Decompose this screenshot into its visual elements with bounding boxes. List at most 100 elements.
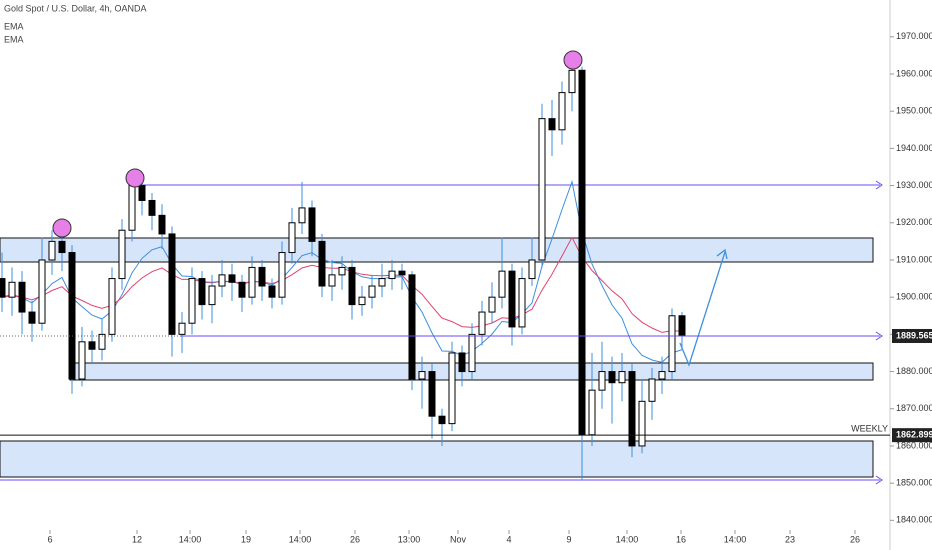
candle-body	[528, 259, 536, 280]
arrow-head	[716, 248, 728, 260]
arrow-head	[875, 180, 883, 190]
candle-body	[638, 400, 646, 447]
candle-body	[608, 371, 616, 384]
candle-body	[118, 229, 126, 280]
candle-body	[368, 285, 376, 298]
y-tick-label: 1870.000	[896, 403, 932, 413]
candle-body	[248, 266, 256, 298]
y-tick-label: 1950.000	[896, 106, 932, 116]
candle-body	[258, 266, 266, 287]
candle-body	[178, 322, 186, 335]
arrow-head	[875, 475, 883, 485]
peak-marker	[52, 218, 72, 238]
arrow-head	[875, 331, 883, 341]
candle-body	[448, 352, 456, 425]
legend-entry: EMA	[4, 34, 24, 44]
candle-body	[478, 311, 486, 335]
candle-body	[428, 371, 436, 417]
x-tick-label: 14:00	[724, 534, 747, 544]
price-tag	[892, 428, 932, 443]
candle-body	[298, 207, 306, 224]
x-tick-label: 19	[241, 534, 251, 544]
candle-body	[328, 274, 336, 287]
x-tick-label: 16	[676, 534, 686, 544]
candle-body	[128, 185, 136, 231]
candle-body	[28, 311, 36, 324]
level-label: WEEKLY	[851, 423, 888, 433]
candle-body	[488, 296, 496, 313]
candle-body	[658, 371, 666, 380]
x-tick-label: 12	[132, 534, 142, 544]
y-tick-label: 1930.000	[896, 180, 932, 190]
candle-body	[38, 259, 46, 324]
candle-body	[648, 378, 656, 402]
candle-body	[138, 185, 146, 201]
candle-body	[388, 270, 396, 280]
peak-marker	[563, 50, 583, 70]
x-tick-label: 13:00	[398, 534, 421, 544]
candle-body	[518, 278, 526, 328]
price-tag-label: 1889.565	[896, 330, 932, 340]
y-tick-label: 1850.000	[896, 478, 932, 488]
candle-body	[588, 389, 596, 436]
candle-body	[678, 315, 686, 337]
candle-body	[558, 92, 566, 131]
candle-body	[168, 233, 176, 335]
legend-entry: EMA	[4, 21, 24, 31]
y-tick-label: 1840.000	[896, 515, 932, 525]
candle-body	[148, 199, 156, 216]
peak-marker	[125, 168, 145, 188]
x-tick-label: 14:00	[289, 534, 312, 544]
candle-body	[538, 118, 546, 261]
candle-body	[598, 371, 606, 391]
candle-body	[468, 333, 476, 373]
candle-body	[98, 333, 106, 350]
x-tick-label: Nov	[450, 534, 467, 544]
x-tick-label: 6	[47, 534, 52, 544]
candle-body	[238, 281, 246, 298]
x-tick-label: 4	[506, 534, 511, 544]
candle-body	[438, 415, 446, 425]
y-tick-label: 1900.000	[896, 292, 932, 302]
candle-body	[358, 296, 366, 306]
y-tick-label: 1940.000	[896, 143, 932, 153]
candle-body	[108, 278, 116, 335]
y-tick-label: 1880.000	[896, 366, 932, 376]
candle-body	[48, 240, 56, 261]
candle-body	[198, 278, 206, 306]
candle-body	[308, 207, 316, 242]
candle-body	[218, 274, 226, 287]
candle-body	[318, 240, 326, 287]
x-tick-label: 26	[350, 534, 360, 544]
candle-body	[188, 278, 196, 324]
zone	[0, 237, 874, 263]
candle-body	[158, 214, 166, 235]
price-tag	[892, 328, 932, 343]
candle-body	[8, 281, 16, 298]
price-tag-label: 1862.899	[896, 430, 932, 440]
plot	[0, 59, 686, 480]
candle-body	[208, 285, 216, 306]
y-tick-label: 1860.000	[896, 440, 932, 450]
candle-body	[338, 266, 346, 276]
candle-body	[418, 371, 426, 380]
candle-body	[288, 222, 296, 254]
candle-body	[628, 371, 636, 447]
candle-body	[578, 69, 586, 436]
candle-body	[18, 281, 26, 313]
y-tick-label: 1920.000	[896, 217, 932, 227]
x-tick-label: 26	[850, 534, 860, 544]
y-tick-label: 1970.000	[896, 31, 932, 41]
candle-body	[268, 285, 276, 298]
y-tick-label: 1960.000	[896, 68, 932, 78]
zone	[0, 440, 874, 478]
candle-body	[568, 69, 576, 94]
candle-body	[398, 270, 406, 276]
candle-body	[378, 278, 386, 287]
candle-body	[228, 274, 236, 283]
candle-body	[548, 118, 556, 131]
chart-title: Gold Spot / U.S. Dollar, 4h, OANDA	[4, 3, 147, 13]
y-tick-label: 1910.000	[896, 254, 932, 264]
candle-body	[458, 352, 466, 373]
